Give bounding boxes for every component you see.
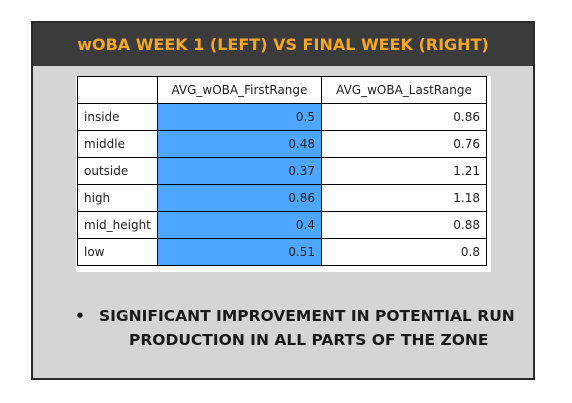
table-header-last-range: AVG_wOBA_LastRange — [321, 76, 487, 104]
first-range-value: 0.5 — [156, 103, 323, 131]
row-label: high — [77, 184, 158, 212]
table-row: outside 0.37 1.21 — [77, 157, 487, 185]
bullet-text-line-1: SIGNIFICANT IMPROVEMENT IN POTENTIAL RUN — [99, 307, 515, 325]
first-range-value: 0.48 — [156, 130, 323, 158]
slide-card: wOBA WEEK 1 (LEFT) VS FINAL WEEK (RIGHT)… — [31, 21, 535, 380]
row-label: middle — [77, 130, 158, 158]
row-label: outside — [77, 157, 158, 185]
woba-table: AVG_wOBA_FirstRange AVG_wOBA_LastRange i… — [77, 76, 487, 266]
table-row: high 0.86 1.18 — [77, 184, 487, 212]
row-label: low — [77, 238, 158, 266]
table-row: low 0.51 0.8 — [77, 238, 487, 266]
table-row: mid_height 0.4 0.88 — [77, 211, 487, 239]
bullet-text-line-2: PRODUCTION IN ALL PARTS OF THE ZONE — [129, 331, 489, 349]
last-range-value: 1.21 — [321, 157, 487, 185]
first-range-value: 0.37 — [156, 157, 323, 185]
last-range-value: 0.86 — [321, 103, 487, 131]
table-row: inside 0.5 0.86 — [77, 103, 487, 131]
row-label: inside — [77, 103, 158, 131]
slide-title: wOBA WEEK 1 (LEFT) VS FINAL WEEK (RIGHT) — [33, 23, 533, 66]
last-range-value: 0.8 — [321, 238, 487, 266]
bullet-dot: • — [75, 307, 85, 325]
table-header-first-range: AVG_wOBA_FirstRange — [156, 76, 323, 104]
table-header-empty — [77, 76, 158, 104]
table-row: middle 0.48 0.76 — [77, 130, 487, 158]
first-range-value: 0.86 — [156, 184, 323, 212]
last-range-value: 0.88 — [321, 211, 487, 239]
row-label: mid_height — [77, 211, 158, 239]
woba-table-container: AVG_wOBA_FirstRange AVG_wOBA_LastRange i… — [76, 76, 491, 272]
last-range-value: 1.18 — [321, 184, 487, 212]
first-range-value: 0.4 — [156, 211, 323, 239]
table-header-row: AVG_wOBA_FirstRange AVG_wOBA_LastRange — [77, 76, 487, 104]
bullet-text: SIGNIFICANT IMPROVEMENT IN POTENTIAL RUN… — [99, 304, 529, 352]
first-range-value: 0.51 — [156, 238, 323, 266]
last-range-value: 0.76 — [321, 130, 487, 158]
